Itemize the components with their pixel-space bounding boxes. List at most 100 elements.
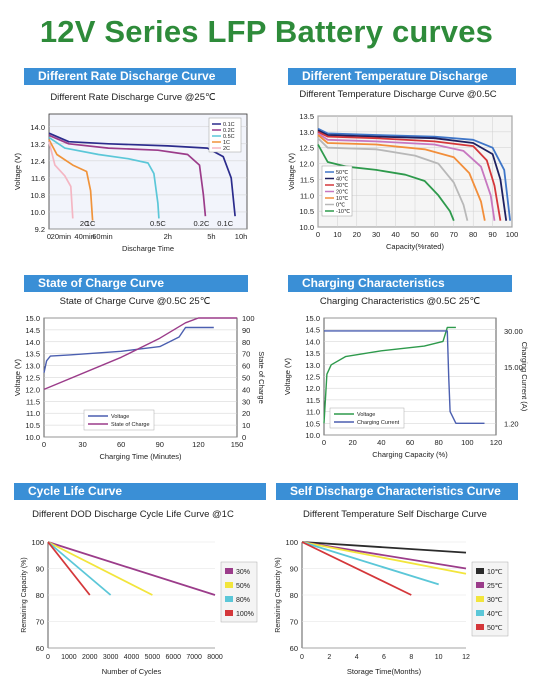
rate-x-tick-label: 20min: [51, 232, 71, 241]
temp-x-tick-label: 60: [430, 230, 438, 239]
cycle-legend-swatch: [225, 596, 233, 602]
rate-legend-label: 0.1C: [223, 122, 235, 128]
rate-x-axis-label: Discharge Time: [122, 244, 174, 253]
charging-y-tick-label: 11.0: [306, 408, 320, 417]
charging-y-axis-label: Voltage (V): [283, 357, 292, 395]
temp-x-tick-label: 20: [353, 230, 361, 239]
rate-series-2C-line: [48, 141, 74, 219]
cycle-legend-swatch: [225, 582, 233, 588]
rate-y-tick-label: 9.2: [35, 225, 45, 234]
cycle-y-axis-label: Remaining Capacity (%): [21, 557, 28, 632]
temp-legend-label: 40℃: [336, 177, 349, 183]
temp-series-line: [317, 129, 508, 221]
self-legend-swatch: [476, 596, 484, 602]
cycle-series-line: [47, 541, 112, 596]
charging-y-tick-label: 15.0: [305, 314, 320, 323]
rate-legend-label: 0.2C: [223, 128, 235, 134]
soc-x-tick-label: 90: [156, 440, 164, 449]
charging-x-tick-label: 40: [377, 438, 385, 447]
temp-y-tick-label: 10.5: [299, 207, 314, 216]
soc-y-tick-label: 10.0: [25, 433, 40, 442]
soc-y2-tick-label: 100: [242, 314, 255, 323]
self-legend-label: 40℃: [487, 611, 503, 618]
self-x-tick-label: 8: [409, 654, 413, 661]
soc-series-line: [43, 326, 214, 373]
temp-x-tick-label: 10: [333, 230, 341, 239]
temp-legend-label: 0℃: [336, 203, 346, 209]
temp-chart-title: Different Temperature Discharge Curve @0…: [299, 89, 496, 100]
charging-y-tick-label: 12.5: [305, 373, 320, 382]
self-x-tick-label: 0: [300, 654, 304, 661]
charging-legend-label: Charging Current: [357, 420, 400, 426]
state-of-charge-chart: State of Charge Curve @0.5C 25℃ 10.0 10.5 1…: [13, 296, 266, 461]
soc-y-tick-label: 14.0: [25, 338, 40, 347]
soc-y-tick-label: 13.5: [25, 350, 40, 359]
charging-legend-label: Voltage: [357, 412, 375, 418]
self-legend-label: 25℃: [487, 583, 503, 590]
soc-y-tick-label: 11.5: [26, 397, 40, 406]
rate-y-tick-label: 12.4: [30, 157, 45, 166]
temp-y-tick-label: 12.0: [299, 160, 314, 169]
soc-x-tick-label: 150: [231, 440, 244, 449]
temp-series-line: [317, 132, 496, 221]
soc-y2-tick-label: 30: [242, 397, 250, 406]
self-y-tick-label: 80: [290, 591, 298, 600]
temp-legend-label: 30℃: [336, 183, 349, 189]
self-x-tick-label: 2: [327, 654, 331, 661]
soc-y2-tick-label: 20: [242, 409, 250, 418]
cycle-y-tick-label: 90: [36, 565, 44, 574]
rate-legend-label: 2C: [223, 146, 230, 152]
self-series-line: [301, 541, 467, 575]
temp-y-tick-label: 13.0: [299, 128, 314, 137]
cycle-y-tick-label: 80: [36, 591, 44, 600]
rate-series-05C-line: [48, 136, 160, 219]
temp-series-line: [317, 127, 511, 221]
cycle-life-chart: Different DOD Discharge Cycle Life Curve…: [21, 509, 258, 676]
soc-x-tick-label: 120: [192, 440, 205, 449]
charging-x-tick-label: 60: [406, 438, 414, 447]
cycle-legend-label: 80%: [236, 597, 250, 604]
soc-chart-title: State of Charge Curve @0.5C 25℃: [60, 296, 211, 307]
temp-series-line: [317, 144, 455, 222]
cycle-series-line: [47, 541, 153, 596]
cycle-chart-title: Different DOD Discharge Cycle Life Curve…: [32, 509, 234, 520]
temp-x-tick-label: 0: [316, 230, 320, 239]
charging-x-tick-label: 120: [490, 438, 503, 447]
rate-series-label: 0.2C: [194, 219, 210, 228]
soc-y2-tick-label: 60: [242, 362, 250, 371]
soc-y-axis-label: Voltage (V): [13, 358, 22, 396]
charging-x-tick-label: 80: [434, 438, 442, 447]
rate-series-label: 0.5C: [150, 219, 166, 228]
soc-x-axis-label: Charging Time (Minutes): [99, 452, 182, 461]
charging-y-tick-label: 14.0: [305, 337, 320, 346]
self-panel-header: Self Discharge Characteristics Curve: [276, 483, 518, 500]
charging-y2-axis-label: Charging Current (A): [520, 342, 529, 412]
charging-x-tick-label: 20: [348, 438, 356, 447]
soc-y-tick-label: 13.0: [25, 362, 40, 371]
rate-y-tick-label: 10.0: [30, 208, 45, 217]
self-legend-swatch: [476, 568, 484, 574]
cycle-legend-swatch: [225, 610, 233, 616]
cycle-x-tick-label: 8000: [207, 654, 223, 661]
cycle-x-tick-label: 4000: [124, 654, 140, 661]
self-x-tick-label: 10: [435, 654, 443, 661]
self-series-line: [301, 541, 467, 554]
temp-y-tick-label: 12.5: [299, 144, 314, 153]
cycle-x-tick-label: 0: [46, 654, 50, 661]
self-y-tick-label: 100: [285, 538, 298, 547]
soc-y-tick-label: 10.5: [25, 421, 40, 430]
self-legend-label: 10℃: [487, 569, 503, 576]
temp-y-tick-label: 11.0: [300, 191, 314, 200]
charging-panel-header: Charging Characteristics: [288, 275, 512, 292]
soc-panel-header: State of Charge Curve: [24, 275, 248, 292]
charging-y2-tick-label: 15.00: [504, 363, 523, 372]
rate-y-tick-label: 14.0: [30, 123, 45, 132]
cycle-y-tick-label: 70: [36, 618, 44, 627]
charging-y-tick-label: 13.5: [305, 349, 320, 358]
self-legend-label: 50℃: [487, 625, 503, 632]
soc-legend-box: [83, 409, 155, 431]
rate-legend-label: 1C: [223, 140, 230, 146]
soc-series-line: [43, 317, 237, 391]
self-x-tick-label: 4: [355, 654, 359, 661]
charging-y-tick-label: 11.5: [306, 396, 320, 405]
